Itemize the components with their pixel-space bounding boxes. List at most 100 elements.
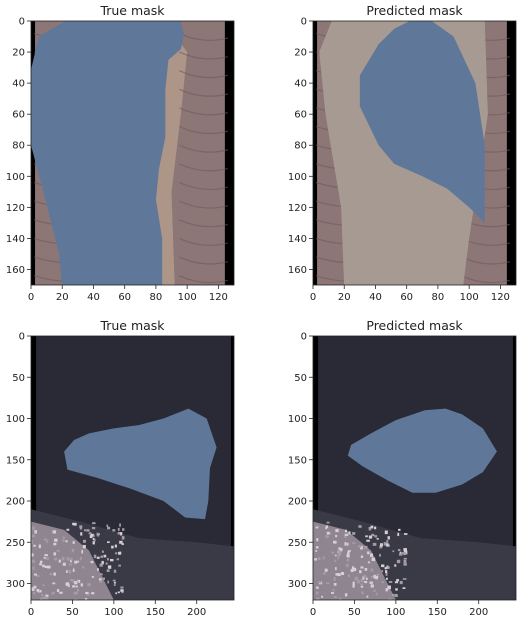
rock-speck xyxy=(325,525,329,529)
rock-speck xyxy=(402,578,407,580)
rock-speck xyxy=(67,583,70,588)
x-tick-label: 100 xyxy=(460,292,479,303)
rock-speck xyxy=(84,597,88,600)
rock-speck xyxy=(75,585,78,588)
rock-speck xyxy=(348,574,351,578)
rock-speck xyxy=(371,557,376,562)
ridge-line xyxy=(179,88,228,97)
rock-speck xyxy=(65,582,70,586)
rock-speck xyxy=(91,527,96,530)
rock-speck xyxy=(121,543,124,545)
rock-speck xyxy=(112,579,116,582)
rock-speck xyxy=(322,556,325,560)
rock-speck xyxy=(344,542,347,546)
ridge-line xyxy=(179,219,228,228)
rock-speck xyxy=(391,593,395,597)
x-tick-label: 0 xyxy=(310,607,316,618)
rock-speck xyxy=(62,562,66,566)
rock-speck xyxy=(40,597,45,600)
rock-speck xyxy=(314,558,317,561)
rock-speck xyxy=(399,580,403,585)
rock-speck xyxy=(346,554,350,558)
rock-speck xyxy=(34,530,37,534)
rock-speck xyxy=(46,565,51,569)
rock-speck xyxy=(373,574,376,579)
rock-speck xyxy=(118,564,121,567)
rock-speck xyxy=(113,569,117,573)
rock-speck xyxy=(33,544,36,547)
rock-speck xyxy=(327,535,329,538)
rock-speck xyxy=(96,532,99,536)
rock-speck xyxy=(85,591,89,595)
rock-speck xyxy=(332,589,335,592)
rock-speck xyxy=(334,559,337,562)
rock-speck xyxy=(49,572,53,576)
rock-speck xyxy=(93,554,97,559)
rock-speck xyxy=(36,589,39,592)
x-tick-label: 0 xyxy=(310,292,316,303)
rock-speck xyxy=(386,540,389,543)
rock-speck xyxy=(366,539,370,542)
y-tick-label: 0 xyxy=(19,332,25,343)
rock-speck xyxy=(92,522,96,525)
rock-speck xyxy=(326,582,330,585)
left-border xyxy=(31,336,37,600)
rock-speck xyxy=(315,525,318,527)
rock-speck xyxy=(370,525,374,529)
rock-speck xyxy=(68,563,73,566)
rock-speck xyxy=(32,566,35,570)
rock-speck xyxy=(335,567,337,571)
rock-speck xyxy=(118,552,121,555)
rock-speck xyxy=(331,551,335,554)
rock-speck xyxy=(41,593,44,597)
rock-speck xyxy=(113,584,116,586)
rock-speck xyxy=(375,576,378,580)
rock-speck xyxy=(100,555,103,558)
rock-speck xyxy=(335,529,339,533)
rock-speck xyxy=(379,545,383,549)
x-tick-label: 100 xyxy=(178,292,197,303)
left-border xyxy=(31,21,36,285)
x-tick-label: 20 xyxy=(56,292,69,303)
rock-speck xyxy=(43,556,46,559)
rock-speck xyxy=(386,543,389,547)
rock-speck xyxy=(101,560,104,565)
rock-speck xyxy=(79,525,83,529)
y-tick-label: 300 xyxy=(6,579,25,590)
rock-speck xyxy=(352,532,356,535)
ridge-line xyxy=(179,181,228,191)
rock-speck xyxy=(119,540,123,544)
y-tick-label: 0 xyxy=(19,17,25,28)
image-area xyxy=(31,336,234,600)
rock-speck xyxy=(74,560,78,564)
rock-speck xyxy=(381,564,385,568)
rock-speck xyxy=(370,568,374,572)
rock-speck xyxy=(71,548,75,553)
rock-speck xyxy=(111,545,114,549)
y-tick-label: 150 xyxy=(288,455,307,466)
rock-speck xyxy=(74,591,78,595)
rock-speck xyxy=(55,557,58,560)
x-tick-label: 150 xyxy=(428,607,447,618)
ridge-line xyxy=(179,163,228,172)
right-border xyxy=(224,21,234,285)
rock-speck xyxy=(36,574,40,577)
rock-speck xyxy=(328,532,332,535)
rock-speck xyxy=(70,557,73,561)
rock-speck xyxy=(371,533,375,537)
rock-speck xyxy=(45,597,49,600)
rock-speck xyxy=(350,568,354,573)
rock-speck xyxy=(335,534,338,538)
rock-speck xyxy=(92,541,95,545)
rock-speck xyxy=(101,577,105,580)
rock-speck xyxy=(98,578,103,581)
x-tick-label: 40 xyxy=(369,292,382,303)
rock-speck xyxy=(364,567,368,571)
rock-speck xyxy=(360,579,364,583)
rock-speck xyxy=(113,581,116,584)
rock-speck xyxy=(370,584,374,588)
rock-speck xyxy=(96,568,99,571)
rock-speck xyxy=(72,522,74,526)
rock-speck xyxy=(316,591,319,595)
rock-speck xyxy=(31,553,34,557)
